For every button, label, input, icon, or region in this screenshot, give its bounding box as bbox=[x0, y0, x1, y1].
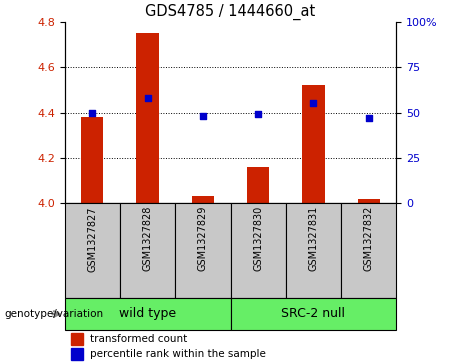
Bar bbox=[65, 298, 230, 330]
Point bbox=[365, 115, 372, 121]
Text: percentile rank within the sample: percentile rank within the sample bbox=[90, 349, 266, 359]
Bar bbox=[120, 203, 175, 298]
Bar bbox=[230, 298, 396, 330]
Text: SRC-2 null: SRC-2 null bbox=[282, 307, 345, 321]
Point bbox=[254, 111, 262, 117]
Bar bbox=[341, 203, 396, 298]
Bar bbox=[71, 348, 83, 360]
Text: GSM1327829: GSM1327829 bbox=[198, 206, 208, 272]
Bar bbox=[136, 33, 159, 203]
Bar bbox=[65, 203, 120, 298]
Text: GSM1327828: GSM1327828 bbox=[142, 206, 153, 272]
Bar bbox=[230, 203, 286, 298]
Text: wild type: wild type bbox=[119, 307, 176, 321]
Bar bbox=[81, 117, 103, 203]
Text: genotype/variation: genotype/variation bbox=[5, 309, 104, 319]
Bar bbox=[302, 85, 325, 203]
Text: transformed count: transformed count bbox=[90, 334, 187, 344]
Text: GSM1327832: GSM1327832 bbox=[364, 206, 374, 272]
Point bbox=[199, 113, 207, 119]
Point bbox=[144, 95, 151, 101]
Text: GSM1327831: GSM1327831 bbox=[308, 206, 319, 272]
Point bbox=[310, 101, 317, 106]
Bar bbox=[358, 199, 380, 203]
Bar bbox=[286, 203, 341, 298]
Bar bbox=[71, 333, 83, 345]
Bar bbox=[247, 167, 269, 203]
Bar bbox=[175, 203, 230, 298]
Title: GDS4785 / 1444660_at: GDS4785 / 1444660_at bbox=[145, 4, 316, 20]
Text: GSM1327830: GSM1327830 bbox=[253, 206, 263, 272]
Bar bbox=[192, 196, 214, 203]
Point bbox=[89, 110, 96, 115]
Text: GSM1327827: GSM1327827 bbox=[87, 206, 97, 272]
